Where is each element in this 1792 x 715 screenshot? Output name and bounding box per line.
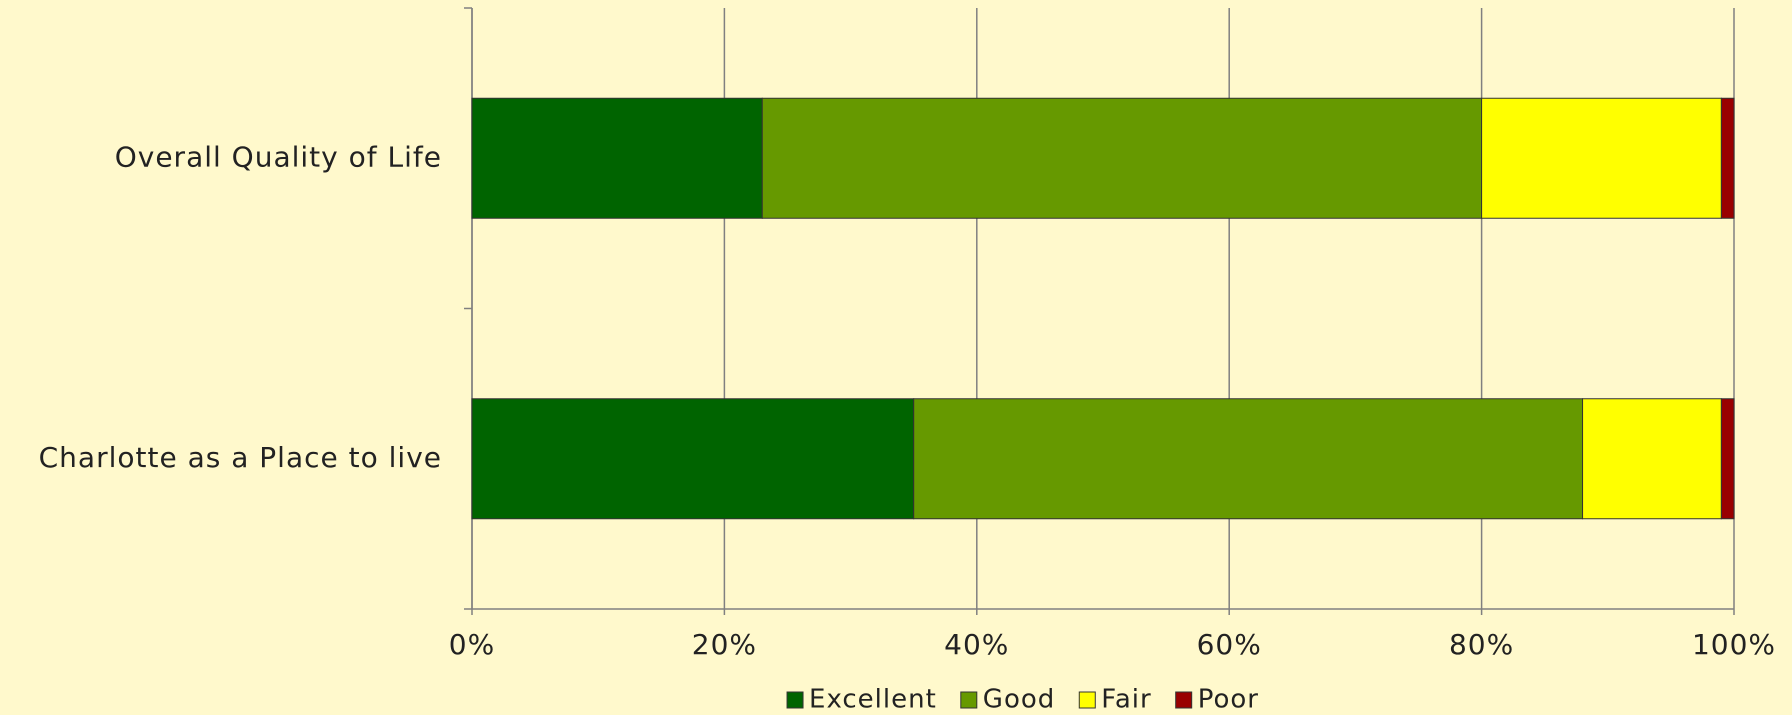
x-tick-label: 20% xyxy=(692,628,757,661)
bar-segment xyxy=(471,398,915,520)
x-tick-label: 80% xyxy=(1449,628,1514,661)
x-tick-label: 0% xyxy=(449,628,495,661)
legend-swatch xyxy=(786,691,804,709)
bar-segment xyxy=(1481,97,1722,219)
legend-label: Good xyxy=(983,685,1055,715)
y-tick-label: Overall Quality of Life xyxy=(115,140,442,173)
x-tick-label: 60% xyxy=(1197,628,1262,661)
legend-label: Fair xyxy=(1101,685,1151,715)
x-tick-label: 40% xyxy=(944,628,1009,661)
legend-swatch xyxy=(1078,691,1096,709)
bar-segment xyxy=(471,97,763,219)
legend-label: Poor xyxy=(1198,685,1259,715)
x-tick-label: 100% xyxy=(1692,628,1776,661)
y-tick-label: Charlotte as a Place to live xyxy=(39,441,442,474)
bar-segment xyxy=(913,398,1584,520)
bar-segment xyxy=(1582,398,1722,520)
legend-swatch xyxy=(1175,691,1193,709)
legend-label: Excellent xyxy=(809,685,937,715)
bar-segment xyxy=(1720,398,1735,520)
bar-segment xyxy=(761,97,1483,219)
bar-segment xyxy=(1720,97,1735,219)
legend-swatch xyxy=(960,691,978,709)
